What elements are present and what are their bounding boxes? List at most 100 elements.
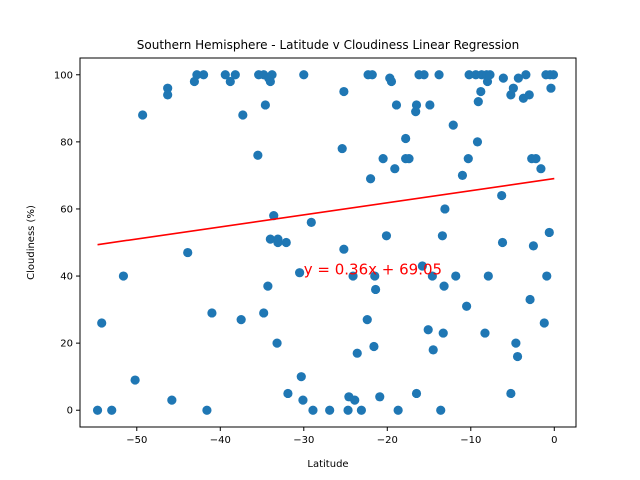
data-point xyxy=(483,271,493,281)
data-point xyxy=(437,231,447,241)
data-point xyxy=(130,375,140,385)
x-tick-label: −50 xyxy=(126,435,147,446)
data-point xyxy=(457,170,468,181)
data-point xyxy=(524,90,534,100)
data-point xyxy=(536,164,546,174)
data-point xyxy=(542,271,552,281)
data-point xyxy=(525,294,535,305)
data-point xyxy=(464,70,474,80)
x-axis-label: Latitude xyxy=(307,459,348,470)
data-point xyxy=(283,388,293,399)
data-point xyxy=(391,100,402,110)
data-point xyxy=(225,76,235,87)
regression-equation-label: y = 0.36x + 69.05 xyxy=(304,260,442,278)
data-point xyxy=(367,70,377,80)
data-point xyxy=(339,244,349,254)
data-point xyxy=(436,405,446,415)
data-point xyxy=(473,97,483,107)
data-point xyxy=(439,281,449,291)
data-point xyxy=(269,211,279,221)
data-point xyxy=(263,281,273,291)
data-point xyxy=(339,86,349,97)
data-point xyxy=(463,154,473,164)
data-point xyxy=(220,70,230,80)
x-axis-ticks: −50 −40 −30 −20 −10 0 xyxy=(126,427,557,446)
data-point xyxy=(440,204,450,214)
data-point xyxy=(386,76,397,87)
y-tick-label: 100 xyxy=(54,70,73,81)
data-point xyxy=(539,318,549,328)
plot-frame xyxy=(79,57,577,428)
data-point xyxy=(548,70,559,80)
data-points xyxy=(92,70,559,415)
data-point xyxy=(97,318,107,328)
data-point xyxy=(356,405,366,415)
data-point xyxy=(370,271,380,281)
data-point xyxy=(183,247,193,258)
data-point xyxy=(259,308,269,318)
data-point xyxy=(411,107,421,117)
data-point xyxy=(265,234,275,244)
data-point xyxy=(267,70,277,80)
data-point xyxy=(306,217,316,227)
data-point xyxy=(498,73,508,83)
data-point xyxy=(325,405,335,415)
data-point xyxy=(273,237,283,248)
data-point xyxy=(253,150,263,160)
data-point xyxy=(298,395,308,405)
data-point xyxy=(118,271,129,281)
data-point xyxy=(451,271,461,281)
data-point xyxy=(371,284,381,295)
data-point xyxy=(198,70,209,80)
data-point xyxy=(448,120,458,130)
data-point xyxy=(299,70,309,80)
data-point xyxy=(390,164,400,174)
data-point xyxy=(352,348,362,358)
data-point xyxy=(485,70,495,80)
data-point xyxy=(411,388,422,399)
data-point xyxy=(497,190,507,201)
data-point xyxy=(531,154,541,164)
data-point xyxy=(472,137,483,147)
data-point xyxy=(308,405,318,415)
data-point xyxy=(544,227,554,238)
data-point xyxy=(343,405,353,415)
chart-title: Southern Hemisphere - Latitude v Cloudin… xyxy=(137,38,519,52)
y-axis-ticks: 0 20 40 60 80 100 xyxy=(54,70,80,417)
data-point xyxy=(163,90,173,100)
x-tick-label: 0 xyxy=(551,435,557,446)
data-point xyxy=(434,70,444,80)
data-point xyxy=(272,338,282,348)
y-tick-label: 0 xyxy=(67,406,73,417)
data-point xyxy=(546,83,556,93)
data-point xyxy=(401,133,411,144)
data-point xyxy=(202,405,212,415)
data-point xyxy=(348,271,358,281)
data-point xyxy=(476,86,486,97)
data-point xyxy=(438,328,448,338)
data-point xyxy=(365,174,376,184)
data-point xyxy=(411,100,422,110)
data-point xyxy=(350,395,360,405)
x-tick-label: −10 xyxy=(460,435,481,446)
data-point xyxy=(381,231,392,241)
data-point xyxy=(167,395,177,405)
data-point xyxy=(378,154,388,164)
data-point xyxy=(425,100,435,110)
data-point xyxy=(369,341,379,352)
data-point xyxy=(419,70,429,80)
regression-line xyxy=(97,177,555,246)
y-tick-label: 20 xyxy=(60,339,73,350)
data-point xyxy=(512,351,523,362)
y-tick-label: 40 xyxy=(60,272,73,283)
data-point xyxy=(192,70,202,80)
regression-line-layer xyxy=(97,177,555,246)
data-point xyxy=(497,237,508,248)
data-point xyxy=(462,301,472,311)
data-point xyxy=(427,271,437,281)
data-point xyxy=(423,325,433,335)
data-point xyxy=(511,338,521,348)
data-point xyxy=(513,73,523,83)
